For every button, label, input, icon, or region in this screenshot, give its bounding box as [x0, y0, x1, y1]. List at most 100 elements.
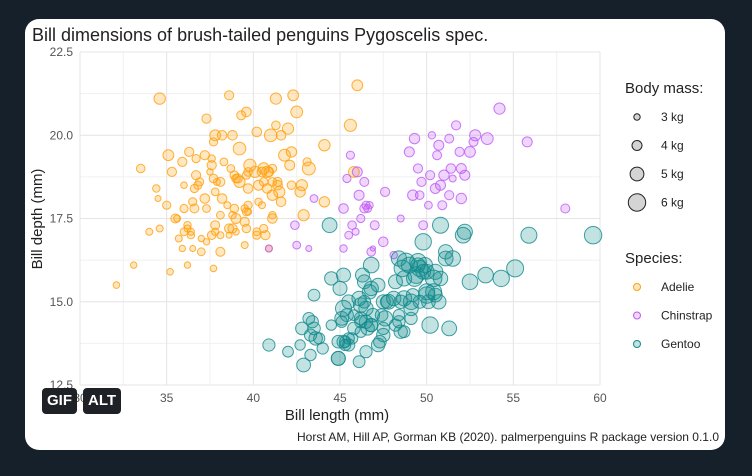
data-point	[162, 149, 175, 162]
data-point	[318, 196, 331, 208]
data-point	[153, 92, 166, 105]
legend-size-swatch	[631, 140, 643, 151]
data-point	[454, 146, 465, 157]
data-point	[424, 200, 433, 210]
data-point	[363, 280, 379, 297]
data-point	[216, 231, 225, 240]
data-point	[216, 210, 225, 220]
data-point	[215, 246, 226, 257]
legend-species-title: Species:	[625, 250, 683, 267]
data-point	[210, 187, 220, 197]
data-point	[448, 174, 457, 183]
data-point	[427, 131, 437, 140]
data-point	[338, 203, 349, 214]
data-point	[262, 338, 276, 352]
legend-species-label: Chinstrap	[661, 309, 713, 323]
alt-badge[interactable]: ALT	[83, 388, 122, 414]
data-point	[267, 213, 278, 224]
data-point	[170, 213, 181, 224]
x-tick-label: 55	[507, 391, 521, 405]
caption: Horst AM, Hill AP, Gorman KB (2020). pal…	[297, 430, 719, 444]
data-point	[266, 189, 279, 201]
data-point	[359, 345, 373, 359]
data-point	[309, 194, 319, 203]
data-point	[183, 261, 192, 269]
data-point	[461, 273, 479, 291]
data-point	[364, 318, 379, 333]
data-point	[216, 130, 228, 141]
data-point	[414, 190, 425, 200]
data-point	[112, 281, 121, 289]
data-point	[271, 120, 281, 131]
data-point	[284, 159, 296, 171]
data-point	[267, 163, 278, 174]
legend-size-swatch	[633, 113, 641, 121]
data-point	[344, 230, 354, 240]
data-point	[416, 176, 427, 187]
data-point	[431, 294, 447, 310]
data-point	[366, 247, 377, 257]
data-point	[583, 226, 603, 245]
data-point	[459, 169, 471, 181]
data-point	[345, 150, 355, 160]
data-point	[264, 244, 273, 253]
grid	[79, 51, 601, 386]
x-tick-label: 40	[247, 391, 261, 405]
data-point	[403, 146, 415, 158]
data-point	[201, 113, 212, 124]
data-point	[241, 223, 252, 234]
legend-size-label: 3 kg	[661, 110, 684, 124]
legend-species-label: Adelie	[661, 280, 695, 294]
data-point	[330, 350, 346, 366]
legend-species-item: Gentoo	[633, 337, 701, 351]
data-point	[353, 189, 365, 201]
legend-species-item: Adelie	[633, 280, 695, 294]
data-point	[304, 348, 317, 362]
data-point	[281, 122, 295, 135]
x-tick-label: 35	[160, 391, 174, 405]
data-point	[292, 240, 302, 250]
data-point	[444, 190, 455, 201]
data-point	[263, 166, 275, 178]
data-point	[380, 186, 391, 197]
legend-species-label: Gentoo	[661, 337, 701, 351]
data-point	[351, 227, 360, 236]
legend-species-swatch	[633, 283, 641, 291]
data-point	[202, 204, 211, 213]
data-point	[196, 247, 206, 257]
data-point	[560, 203, 571, 214]
data-point	[242, 183, 254, 194]
data-point	[189, 203, 200, 214]
legend-size-item: 5 kg	[629, 166, 684, 182]
data-point	[184, 146, 195, 157]
legend-size-title: Body mass:	[625, 80, 703, 97]
data-point	[325, 319, 337, 331]
data-point	[336, 267, 351, 283]
data-point	[130, 261, 138, 269]
data-point	[152, 184, 161, 193]
data-point	[464, 145, 476, 158]
data-point	[278, 148, 291, 162]
data-point	[348, 166, 360, 178]
data-point	[418, 263, 435, 280]
data-point	[296, 357, 312, 373]
data-point	[273, 185, 286, 198]
gif-badge[interactable]: GIF	[42, 388, 77, 414]
data-point	[351, 79, 364, 92]
data-point	[305, 245, 313, 252]
data-point	[229, 203, 240, 214]
data-point	[469, 129, 482, 142]
data-point	[258, 201, 266, 210]
y-tick-label: 17.5	[50, 212, 74, 226]
data-point	[155, 224, 164, 233]
data-point	[199, 193, 211, 204]
data-point	[451, 120, 462, 131]
data-point	[477, 266, 494, 284]
data-point	[352, 355, 366, 369]
data-point	[393, 324, 408, 339]
legend-size-item: 3 kg	[633, 110, 684, 124]
data-point	[286, 180, 297, 190]
data-point	[492, 269, 510, 288]
y-axis-label: Bill depth (mm)	[29, 169, 46, 270]
data-point	[219, 157, 229, 167]
